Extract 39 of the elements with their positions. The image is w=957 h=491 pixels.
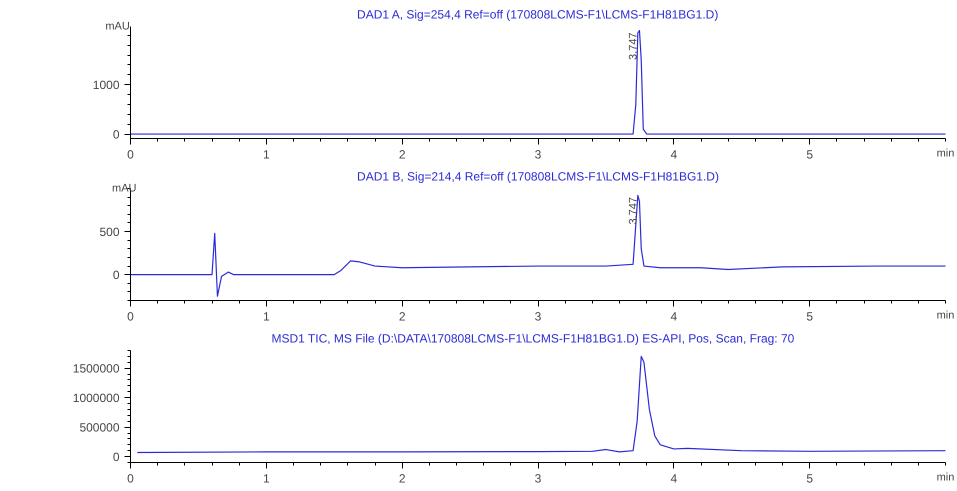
y-tick-label: 0 (112, 450, 120, 464)
x-tick-label: 5 (806, 310, 814, 324)
x-axis-title: min (936, 472, 954, 484)
x-tick-label: 2 (398, 472, 406, 486)
x-tick-label: 5 (806, 472, 814, 486)
annotation: 3.747 (627, 32, 640, 60)
x-tick-label: 5 (806, 148, 814, 162)
x-tick-label: 1 (262, 472, 270, 486)
x-tick-label: 0 (127, 148, 134, 162)
x-tick-label: 4 (670, 472, 678, 486)
annotation: 3.747 (627, 196, 640, 224)
x-tick-label: 3 (534, 310, 542, 324)
x-tick-label: 1 (262, 148, 270, 162)
chart-title: MSD1 TIC, MS File (D:\DATA\170808LCMS-F1\LCMS-F1H81BG1.D) ES-API, Pos, Scan, Frag: 70 (271, 332, 795, 346)
y-tick-label: 500 (99, 225, 120, 240)
y-tick-label: 500000 (79, 420, 120, 435)
x-axis-title: min (936, 310, 954, 322)
line-series (136, 356, 946, 454)
chart-title: DAD1 A, Sig=254,4 Ref=off (170808LCMS-F1\LCMS-F1H81BG1.D) (357, 8, 718, 22)
y-tick-label: 1000000 (72, 391, 120, 406)
line-series (130, 194, 946, 297)
x-tick-label: 3 (534, 472, 542, 486)
y-tick-label: 1000 (92, 78, 120, 92)
x-tick-label: 3 (534, 148, 542, 162)
y-tick-label: 0 (112, 128, 120, 142)
x-tick-label: 1 (262, 310, 270, 324)
x-tick-label: 4 (670, 148, 678, 162)
x-tick-label: 0 (127, 472, 134, 486)
chart-title: DAD1 B, Sig=214,4 Ref=off (170808LCMS-F1\LCMS-F1H81BG1.D) (357, 170, 719, 184)
y-axis-title: mAU (105, 20, 130, 32)
x-tick-label: 4 (670, 310, 678, 324)
y-tick-label: 0 (112, 268, 120, 282)
x-tick-label: 2 (398, 310, 406, 324)
y-tick-label: 1500000 (72, 362, 120, 376)
x-tick-label: 0 (127, 310, 134, 324)
x-axis-title: min (936, 148, 954, 160)
line-series (130, 30, 946, 135)
x-tick-label: 2 (398, 148, 406, 162)
y-axis-title: mAU (112, 182, 137, 194)
